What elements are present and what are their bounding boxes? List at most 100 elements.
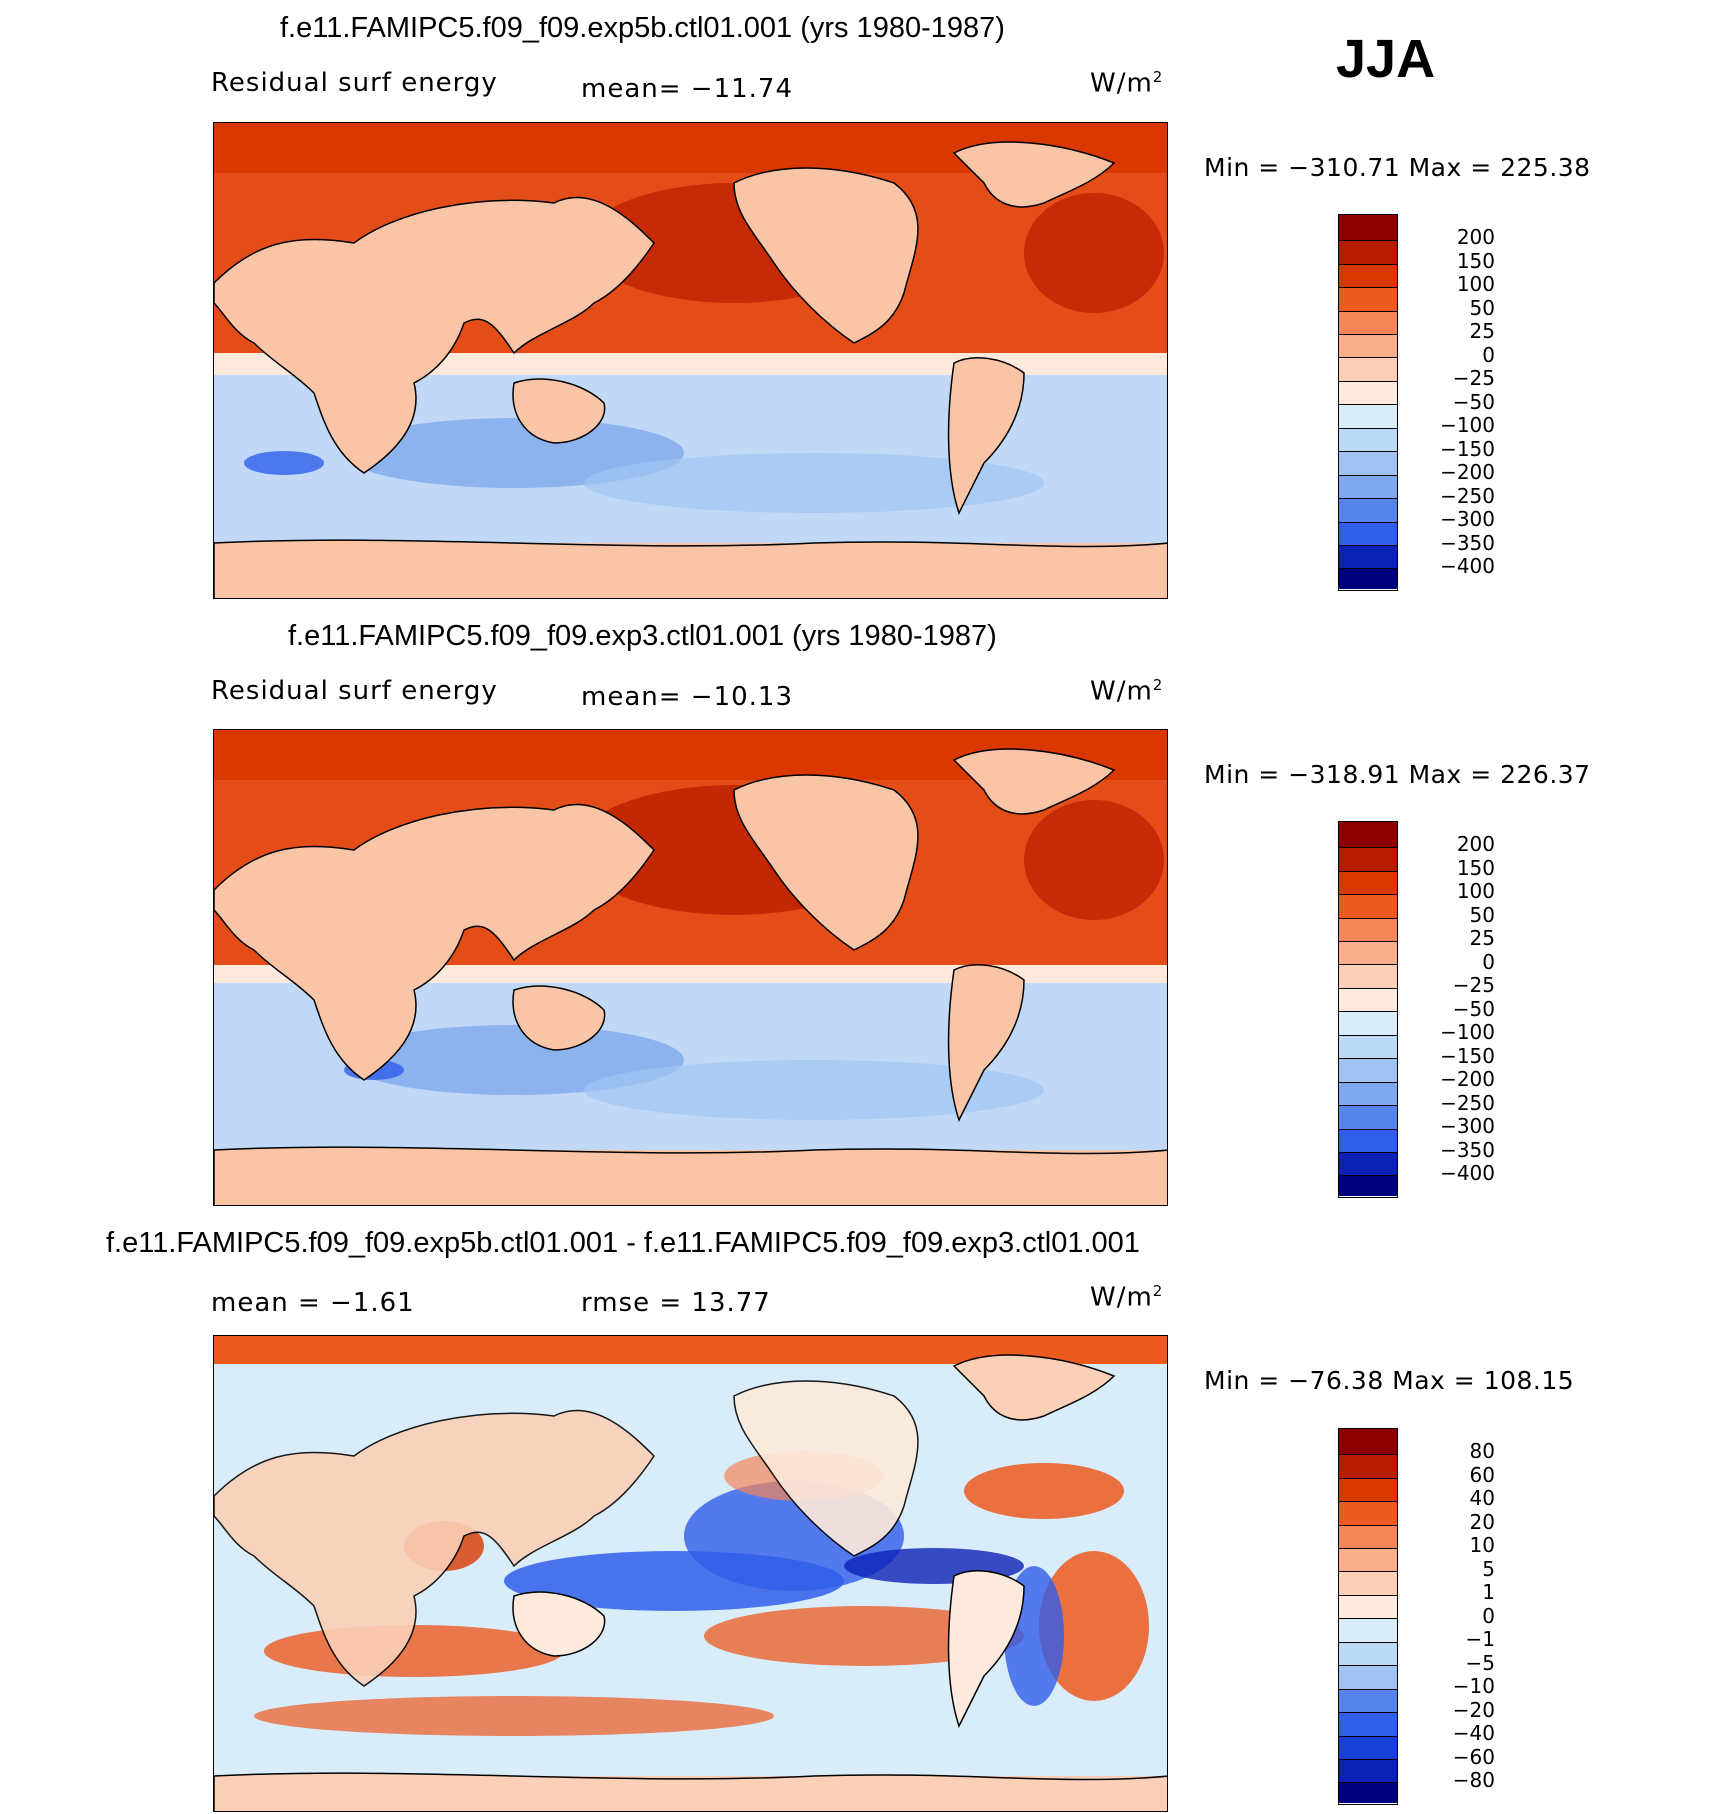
colorbar-tick-label: 25	[1469, 319, 1495, 343]
panel-3-mean-label: mean = −1.61	[211, 1288, 415, 1318]
colorbar-tick-label: 40	[1469, 1486, 1495, 1510]
colorbar-tick-label: 0	[1482, 950, 1495, 974]
colorbar-tick-label: −50	[1452, 997, 1495, 1021]
panel-1-minmax: Min = −310.71 Max = 225.38	[1204, 153, 1591, 182]
panel-2-colorbar-swatch	[1339, 988, 1397, 1013]
panel-2-colorbar-swatch	[1339, 1129, 1397, 1153]
panel-1-colorbar-swatch	[1339, 381, 1397, 406]
colorbar-tick-label: 1	[1482, 1580, 1495, 1604]
panel-1-title: f.e11.FAMIPC5.f09_f09.exp5b.ctl01.001 (y…	[280, 12, 1005, 44]
colorbar-tick-label: −100	[1440, 413, 1495, 437]
panel-1-colorbar-swatch	[1339, 288, 1397, 312]
panel-1-colorbar-swatch	[1339, 475, 1397, 500]
colorbar-tick-label: −350	[1440, 1138, 1495, 1162]
colorbar-tick-label: −20	[1452, 1698, 1495, 1722]
colorbar-tick-label: −300	[1440, 507, 1495, 531]
colorbar-tick-label: 80	[1469, 1439, 1495, 1463]
colorbar-tick-label: −40	[1452, 1721, 1495, 1745]
panel-2-colorbar-swatch	[1339, 918, 1397, 942]
colorbar-tick-label: −400	[1440, 554, 1495, 578]
panel-3-colorbar-swatch	[1339, 1666, 1397, 1690]
panel-1-colorbar-swatch	[1339, 311, 1397, 335]
panel-2-colorbar-swatch	[1339, 965, 1397, 989]
colorbar-tick-label: −250	[1440, 484, 1495, 508]
colorbar-tick-label: −10	[1452, 1674, 1495, 1698]
panel-1-colorbar-swatch	[1339, 569, 1397, 590]
panel-3-colorbar-swatch	[1339, 1689, 1397, 1714]
panel-1-colorbar-swatch	[1339, 215, 1397, 242]
panel-3-minmax: Min = −76.38 Max = 108.15	[1204, 1366, 1575, 1395]
panel-1-colorbar-swatch	[1339, 545, 1397, 570]
panel-2-colorbar-swatch	[1339, 942, 1397, 966]
colorbar-tick-label: 0	[1482, 343, 1495, 367]
panel-3-units: W/m2	[1090, 1282, 1164, 1313]
panel-1-colorbar-swatch	[1339, 499, 1397, 523]
colorbar-tick-label: −400	[1440, 1161, 1495, 1185]
panel-3-colorbar-swatch	[1339, 1549, 1397, 1573]
panel-2-colorbar-swatch	[1339, 848, 1397, 872]
panel-3-colorbar-swatch	[1339, 1455, 1397, 1479]
colorbar-tick-label: −80	[1452, 1768, 1495, 1792]
panel-2-colorbar-swatch	[1339, 895, 1397, 919]
panel-3-colorbar-swatch	[1339, 1619, 1397, 1643]
panel-2-colorbar-swatch	[1339, 822, 1397, 849]
panel-3-rmse-label: rmse = 13.77	[581, 1288, 771, 1318]
panel-1-map	[213, 122, 1168, 599]
colorbar-tick-label: 25	[1469, 926, 1495, 950]
panel-3-title: f.e11.FAMIPC5.f09_f09.exp5b.ctl01.001 - …	[106, 1227, 1140, 1259]
colorbar-tick-label: −250	[1440, 1091, 1495, 1115]
panel-2-map	[213, 729, 1168, 1206]
panel-1-colorbar-swatch	[1339, 428, 1397, 453]
colorbar-tick-label: −150	[1440, 437, 1495, 461]
panel-1-colorbar-swatch	[1339, 405, 1397, 429]
colorbar-tick-label: 150	[1456, 856, 1495, 880]
colorbar-tick-label: −350	[1440, 531, 1495, 555]
panel-2-colorbar-swatch	[1339, 1152, 1397, 1177]
panel-2-title: f.e11.FAMIPC5.f09_f09.exp3.ctl01.001 (yr…	[288, 620, 997, 652]
panel-1-colorbar-swatch	[1339, 241, 1397, 265]
panel-1-colorbar	[1338, 214, 1398, 591]
panel-3-colorbar-swatch	[1339, 1595, 1397, 1620]
panel-3-colorbar-swatch	[1339, 1502, 1397, 1526]
colorbar-tick-label: −50	[1452, 390, 1495, 414]
panel-1-colorbar-swatch	[1339, 358, 1397, 382]
panel-3-colorbar-swatch	[1339, 1783, 1397, 1804]
panel-3-colorbar-swatch	[1339, 1429, 1397, 1456]
colorbar-tick-label: −150	[1440, 1044, 1495, 1068]
panel-1-colorbar-swatch	[1339, 335, 1397, 359]
panel-3-map	[213, 1335, 1168, 1812]
colorbar-tick-label: −100	[1440, 1020, 1495, 1044]
panel-1-variable-label: Residual surf energy	[211, 68, 498, 98]
panel-1-colorbar-swatch	[1339, 522, 1397, 546]
panel-3-colorbar-swatch	[1339, 1642, 1397, 1667]
panel-2-colorbar-swatch	[1339, 1012, 1397, 1036]
panel-3-colorbar-swatch	[1339, 1478, 1397, 1503]
colorbar-tick-label: 100	[1456, 879, 1495, 903]
panel-3-colorbar-swatch	[1339, 1525, 1397, 1549]
panel-3-colorbar-swatch	[1339, 1759, 1397, 1784]
panel-2-minmax: Min = −318.91 Max = 226.37	[1204, 760, 1591, 789]
colorbar-tick-label: 10	[1469, 1533, 1495, 1557]
panel-2-colorbar-swatch	[1339, 1106, 1397, 1130]
panel-1-mean-label: mean= −11.74	[581, 74, 794, 104]
colorbar-tick-label: 200	[1456, 832, 1495, 856]
panel-2-colorbar-swatch	[1339, 871, 1397, 896]
colorbar-tick-label: −300	[1440, 1114, 1495, 1138]
panel-3-colorbar-swatch	[1339, 1572, 1397, 1596]
panel-3-colorbar-swatch	[1339, 1713, 1397, 1737]
colorbar-tick-label: 20	[1469, 1510, 1495, 1534]
panel-2-colorbar	[1338, 821, 1398, 1198]
colorbar-tick-label: −1	[1465, 1627, 1495, 1651]
season-label: JJA	[1336, 29, 1436, 89]
colorbar-tick-label: −25	[1452, 973, 1495, 997]
panel-1-colorbar-labels: 200 150 100 50 25 0 −25 −50 −100 −150 −2…	[1405, 214, 1495, 591]
colorbar-tick-label: −25	[1452, 366, 1495, 390]
panel-3-colorbar-labels: 80 60 40 20 10 5 1 0 −1 −5 −10 −20 −40 −…	[1405, 1428, 1495, 1805]
panel-2-colorbar-swatch	[1339, 1176, 1397, 1197]
colorbar-tick-label: 100	[1456, 272, 1495, 296]
panel-2-units: W/m2	[1090, 676, 1164, 707]
panel-2-variable-label: Residual surf energy	[211, 676, 498, 706]
panel-1-colorbar-swatch	[1339, 264, 1397, 289]
panel-2-colorbar-swatch	[1339, 1082, 1397, 1107]
panel-2-colorbar-swatch	[1339, 1035, 1397, 1060]
